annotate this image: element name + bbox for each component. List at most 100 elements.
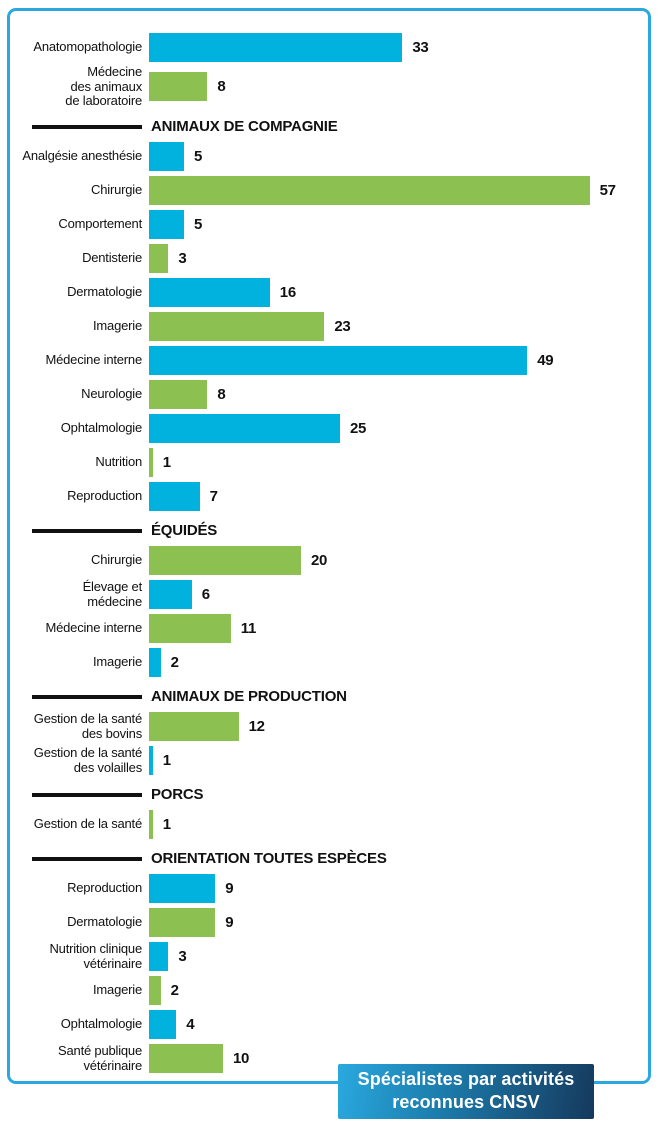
- category-label: Chirurgie: [91, 552, 142, 568]
- bar-green: [149, 72, 208, 102]
- bar-row: Médecine interne 49: [12, 345, 642, 377]
- bar-area: 7: [149, 482, 642, 512]
- value-label: 49: [537, 352, 554, 370]
- bar-blue: [149, 32, 403, 62]
- value-label: 57: [599, 182, 616, 200]
- bar-green: [149, 546, 301, 576]
- bar-area: 12: [149, 712, 642, 742]
- bar-green: [149, 810, 153, 840]
- bar-blue: [149, 482, 200, 512]
- chart-title-badge: Spécialistes par activités reconnues CNS…: [338, 1064, 594, 1119]
- value-label: 11: [240, 620, 257, 638]
- bar-row: Imagerie 2: [12, 975, 642, 1007]
- bar-area: 10: [149, 1044, 642, 1074]
- bar-row: Nutrition 1: [12, 447, 642, 479]
- bar-blue: [149, 414, 340, 444]
- category-label: Médecine des animaux de laboratoire: [65, 64, 142, 109]
- category-label: Imagerie: [93, 654, 142, 670]
- bar-area: 16: [149, 278, 642, 308]
- category-label: Neurologie: [81, 386, 142, 402]
- category-label: Ophtalmologie: [60, 1016, 142, 1032]
- section-title: ANIMAUX DE PRODUCTION: [151, 688, 347, 706]
- category-label: Reproduction: [67, 880, 142, 896]
- value-label: 1: [162, 816, 171, 834]
- value-label: 2: [170, 982, 179, 1000]
- bar-area: 11: [149, 614, 642, 644]
- category-label: Dermatologie: [67, 284, 142, 300]
- bar-green: [149, 176, 590, 206]
- bar-area: 20: [149, 546, 642, 576]
- category-label: Anatomopathologie: [33, 38, 142, 54]
- value-label: 8: [217, 78, 226, 96]
- bar-row: Nutrition clinique vétérinaire 3: [12, 941, 642, 973]
- bar-row: Reproduction 7: [12, 481, 642, 513]
- value-label: 20: [311, 552, 328, 570]
- bar-row: Analgésie anesthésie 5: [12, 141, 642, 173]
- bar-area: 1: [149, 746, 642, 776]
- value-label: 25: [350, 420, 367, 438]
- bar-blue: [149, 1010, 177, 1040]
- bar-area: 9: [149, 908, 642, 938]
- value-label: 10: [233, 1050, 250, 1068]
- bar-green: [149, 976, 161, 1006]
- bar-area: 8: [149, 380, 642, 410]
- category-label: Santé publique vétérinaire: [58, 1043, 142, 1073]
- bar-area: 8: [149, 72, 642, 102]
- category-label: Dentisterie: [82, 250, 142, 266]
- bar-blue: [149, 648, 161, 678]
- category-label: Médecine interne: [45, 620, 142, 636]
- section-title: PORCS: [151, 786, 204, 804]
- section-header: ANIMAUX DE COMPAGNIE: [12, 118, 642, 136]
- section-divider-line: [32, 124, 142, 129]
- bar-row: Reproduction 9: [12, 873, 642, 905]
- bar-blue: [149, 580, 192, 610]
- section-header: ANIMAUX DE PRODUCTION: [12, 688, 642, 706]
- value-label: 3: [178, 948, 187, 966]
- value-label: 9: [225, 914, 234, 932]
- category-label: Gestion de la santé des bovins: [33, 711, 142, 741]
- value-label: 9: [225, 880, 234, 898]
- bar-row: Élevage et médecine 6: [12, 579, 642, 611]
- bar-row: Gestion de la santé des bovins 12: [12, 711, 642, 743]
- bar-green: [149, 1044, 223, 1074]
- bar-area: 49: [149, 346, 642, 376]
- bar-area: 3: [149, 942, 642, 972]
- section-divider-line: [32, 856, 142, 861]
- bar-row: Gestion de la santé 1: [12, 809, 642, 841]
- value-label: 2: [170, 654, 179, 672]
- bar-green: [149, 312, 325, 342]
- section-title: ÉQUIDÉS: [151, 522, 218, 540]
- section-header: ÉQUIDÉS: [12, 522, 642, 540]
- bar-row: Médecine des animaux de laboratoire 8: [12, 64, 642, 109]
- bar-area: 33: [149, 32, 642, 62]
- chart-title: Spécialistes par activités reconnues CNS…: [357, 1069, 575, 1113]
- value-label: 12: [248, 718, 265, 736]
- category-label: Analgésie anesthésie: [22, 148, 142, 164]
- category-label: Imagerie: [93, 318, 142, 334]
- bar-area: 9: [149, 874, 642, 904]
- category-label: Reproduction: [67, 488, 142, 504]
- bar-area: 2: [149, 648, 642, 678]
- chart-frame: Anatomopathologie 33 Médecine des animau…: [7, 8, 651, 1084]
- bar-row: Imagerie 2: [12, 647, 642, 679]
- bar-area: 3: [149, 244, 642, 274]
- bar-green: [149, 244, 169, 274]
- section-divider-line: [32, 792, 142, 797]
- bar-row: Ophtalmologie 25: [12, 413, 642, 445]
- value-label: 3: [178, 250, 187, 268]
- section-header: PORCS: [12, 786, 642, 804]
- chart-body: Anatomopathologie 33 Médecine des animau…: [10, 11, 648, 1075]
- category-label: Imagerie: [93, 982, 142, 998]
- section-title: ANIMAUX DE COMPAGNIE: [151, 118, 338, 136]
- bar-area: 25: [149, 414, 642, 444]
- category-label: Gestion de la santé: [33, 816, 142, 832]
- value-label: 23: [334, 318, 351, 336]
- category-label: Chirurgie: [91, 182, 142, 198]
- category-label: Gestion de la santé des volailles: [33, 745, 142, 775]
- category-label: Nutrition clinique vétérinaire: [49, 941, 142, 971]
- value-label: 16: [279, 284, 296, 302]
- bar-area: 4: [149, 1010, 642, 1040]
- value-label: 4: [186, 1016, 195, 1034]
- bar-blue: [149, 210, 184, 240]
- bar-row: Neurologie 8: [12, 379, 642, 411]
